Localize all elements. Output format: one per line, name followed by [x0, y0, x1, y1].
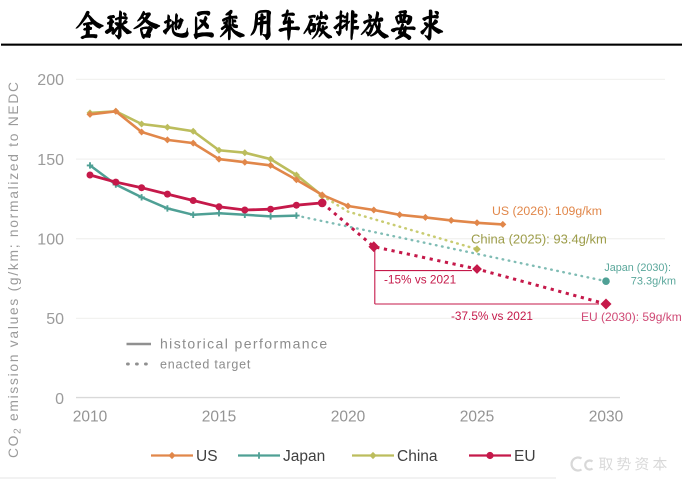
- svg-text:2015: 2015: [202, 409, 236, 426]
- svg-text:50: 50: [46, 311, 64, 328]
- svg-text:Japan (2030):: Japan (2030):: [604, 262, 671, 274]
- svg-text:China (2025): 93.4g/km: China (2025): 93.4g/km: [471, 232, 607, 247]
- svg-text:2025: 2025: [460, 409, 494, 426]
- svg-text:CO2 emission values (g/km; nor: CO2 emission values (g/km; normalized to…: [6, 82, 24, 458]
- svg-text:200: 200: [37, 72, 64, 89]
- svg-text:EU: EU: [514, 448, 536, 465]
- svg-text:2030: 2030: [589, 409, 624, 426]
- svg-text:Japan: Japan: [283, 448, 325, 465]
- svg-text:historical performance: historical performance: [160, 336, 329, 352]
- svg-text:150: 150: [37, 152, 64, 169]
- svg-text:EU (2030): 59g/km: EU (2030): 59g/km: [581, 310, 682, 324]
- svg-text:China: China: [397, 448, 438, 465]
- svg-text:-37.5% vs 2021: -37.5% vs 2021: [451, 309, 533, 323]
- svg-text:100: 100: [37, 232, 64, 249]
- svg-text:73.3g/km: 73.3g/km: [631, 276, 676, 288]
- svg-text:0: 0: [55, 391, 64, 408]
- svg-text:US: US: [196, 448, 218, 465]
- svg-text:enacted target: enacted target: [160, 358, 251, 372]
- svg-text:US (2026): 109g/km: US (2026): 109g/km: [492, 204, 602, 218]
- svg-text:2010: 2010: [73, 409, 108, 426]
- svg-text:-15% vs 2021: -15% vs 2021: [384, 273, 456, 287]
- svg-text:2020: 2020: [331, 409, 366, 426]
